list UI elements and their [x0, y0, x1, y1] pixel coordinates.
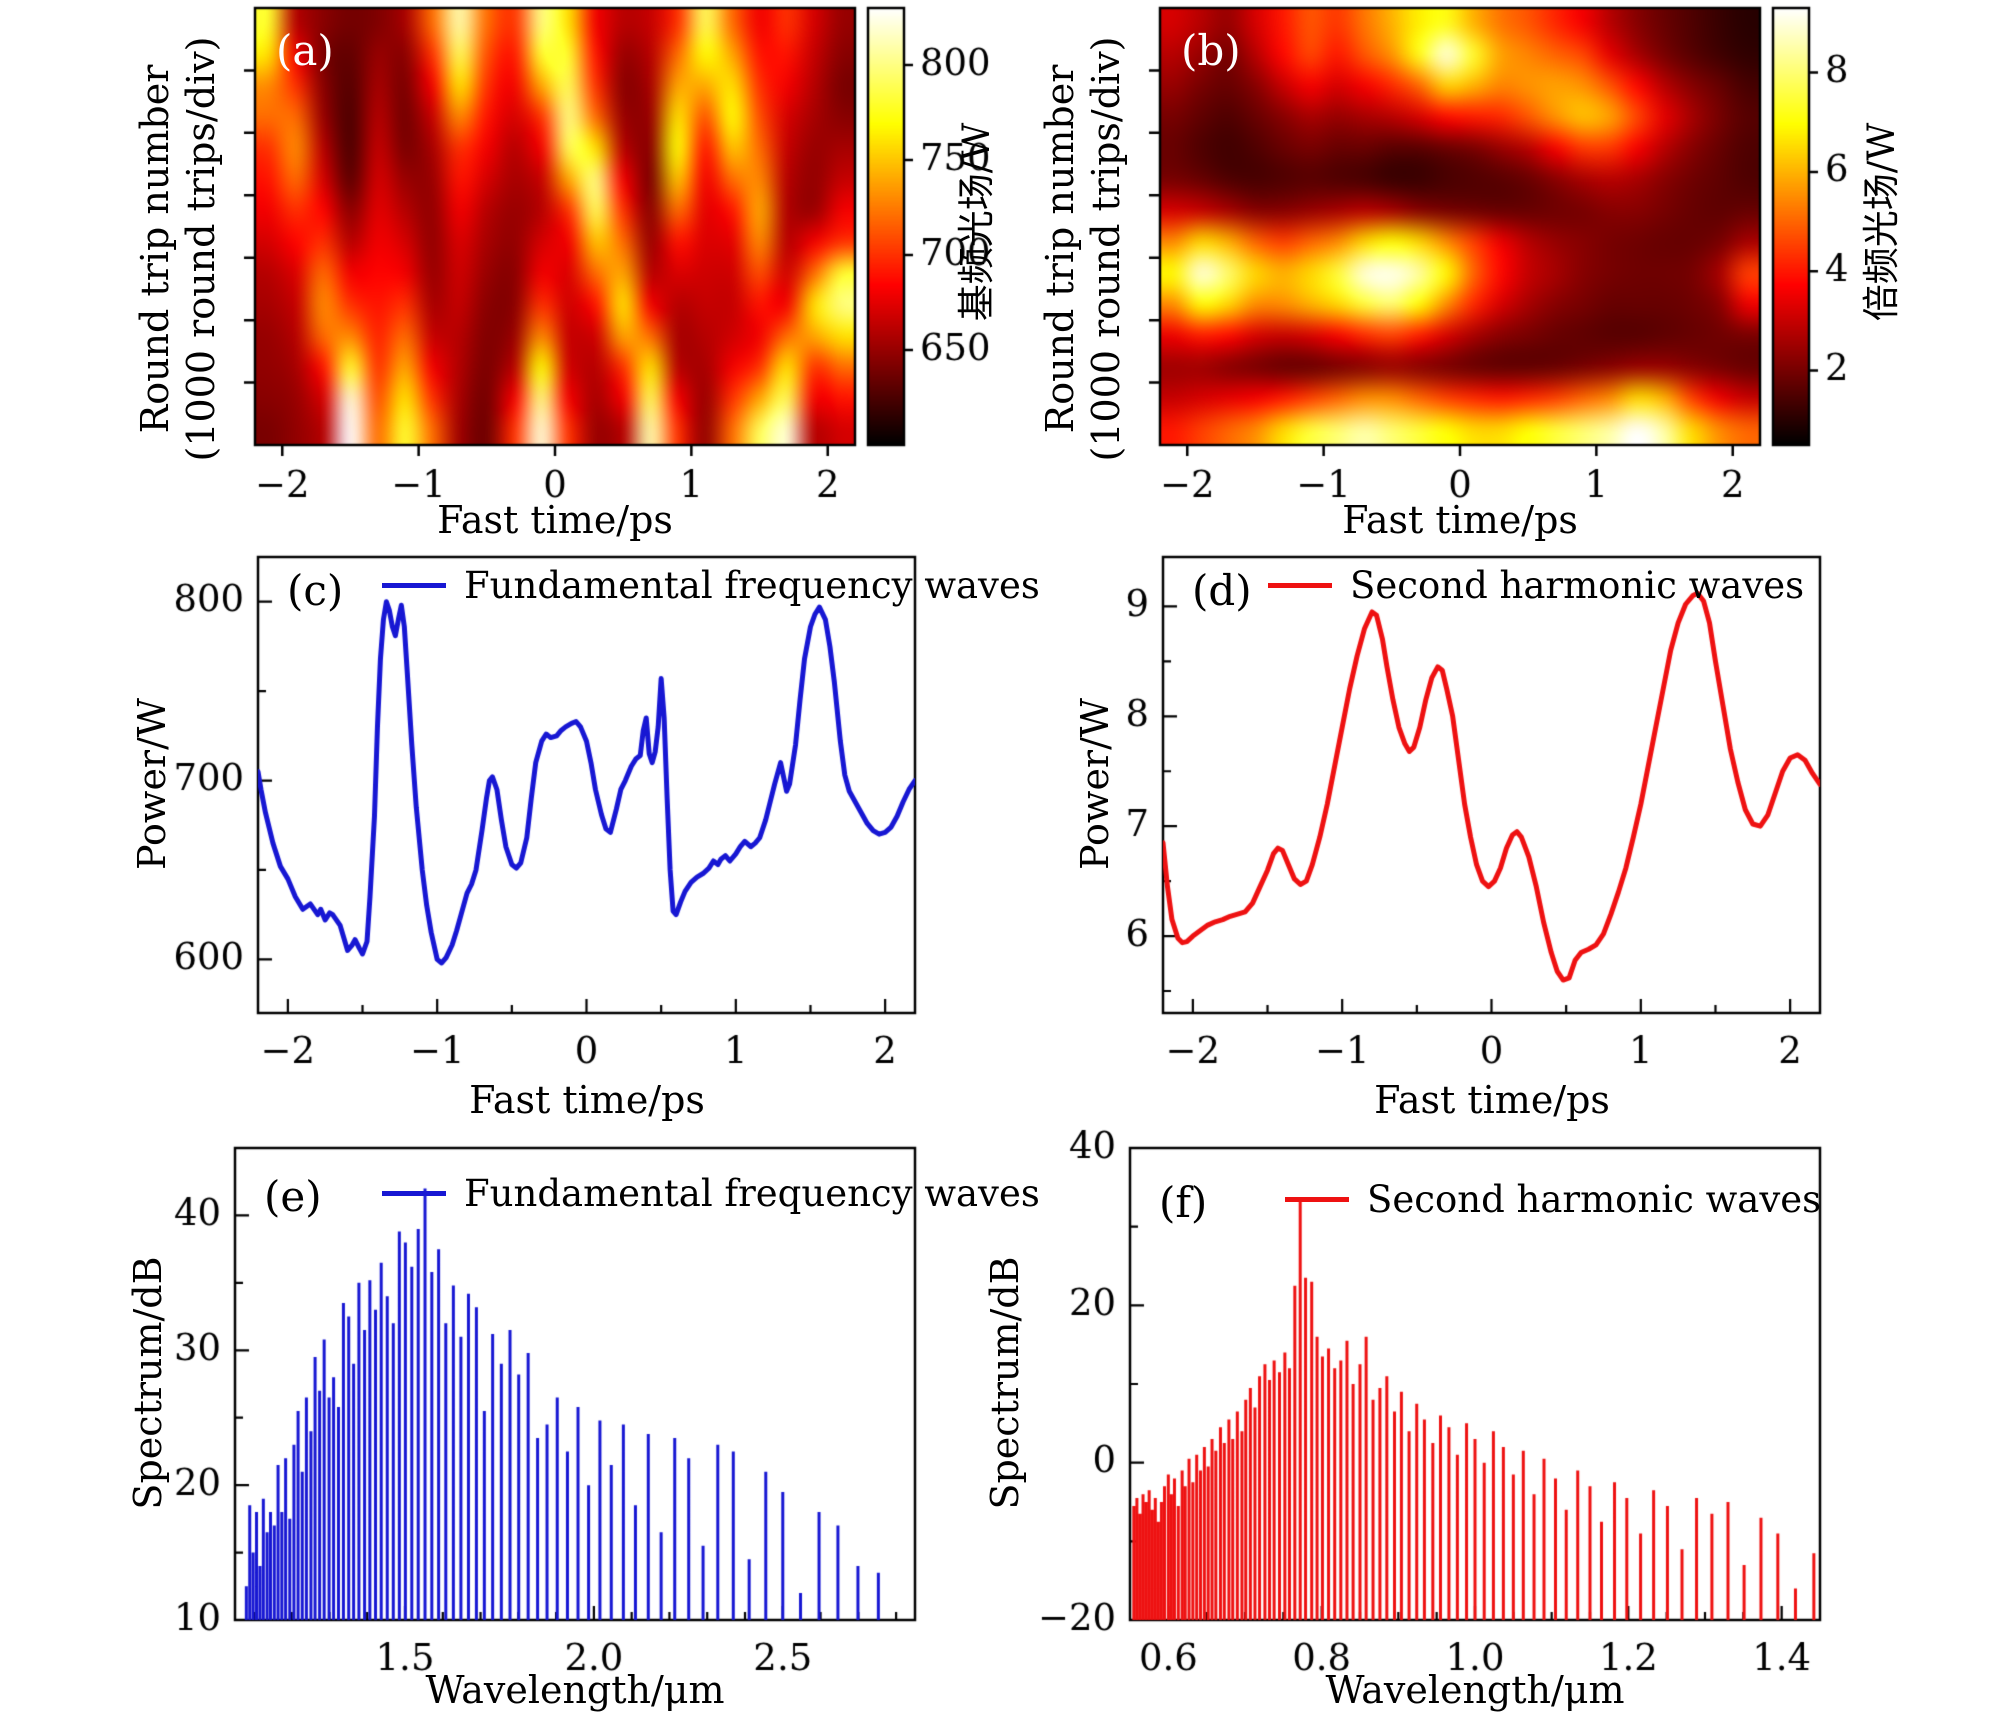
xlabel-b: Fast time/ps	[1342, 498, 1578, 542]
legend-e: Fundamental frequency waves	[382, 1172, 1040, 1215]
legend-f: Second harmonic waves	[1285, 1178, 1821, 1221]
legend-e-label: Fundamental frequency waves	[464, 1172, 1040, 1215]
colorbar-label-b: 倍频光场/W	[1860, 122, 1903, 322]
legend-d: Second harmonic waves	[1268, 564, 1804, 607]
xlabel-a: Fast time/ps	[437, 498, 673, 542]
xlabel-d: Fast time/ps	[1374, 1078, 1610, 1122]
ylabel-c: Power/W	[130, 698, 174, 870]
panel-c-letter: (c)	[287, 566, 344, 615]
ylabel-a-line1: Round trip number	[133, 64, 177, 434]
ylabel-f: Spectrum/dB	[983, 1256, 1027, 1510]
legend-swatch-f	[1285, 1197, 1349, 1202]
ylabel-d: Power/W	[1073, 698, 1117, 870]
legend-f-label: Second harmonic waves	[1367, 1178, 1822, 1221]
ylabel-b-line1: Round trip number	[1038, 64, 1082, 434]
xlabel-c: Fast time/ps	[469, 1078, 705, 1122]
panel-d-letter: (d)	[1192, 566, 1252, 615]
legend-c-label: Fundamental frequency waves	[464, 564, 1040, 607]
xlabel-f: Wavelength/μm	[1325, 1668, 1625, 1712]
legend-c: Fundamental frequency waves	[382, 564, 1040, 607]
panel-e-letter: (e)	[264, 1172, 322, 1221]
legend-d-label: Second harmonic waves	[1350, 564, 1805, 607]
ylabel-e: Spectrum/dB	[126, 1256, 170, 1510]
ylabel-a: Round trip number (1000 round trips/div)	[132, 0, 224, 549]
colorbar-label-a: 基频光场/W	[955, 122, 998, 322]
ylabel-a-line2: (1000 round trips/div)	[179, 36, 223, 462]
xlabel-e: Wavelength/μm	[425, 1668, 725, 1712]
ylabel-b-line2: (1000 round trips/div)	[1084, 36, 1128, 462]
panel-f-letter: (f)	[1159, 1178, 1208, 1227]
ylabel-b: Round trip number (1000 round trips/div)	[1037, 0, 1129, 549]
panel-a-letter: (a)	[276, 26, 334, 75]
legend-swatch-d	[1268, 583, 1332, 588]
panel-b-letter: (b)	[1181, 26, 1241, 75]
legend-swatch-e	[382, 1191, 446, 1196]
legend-swatch-c	[382, 583, 446, 588]
